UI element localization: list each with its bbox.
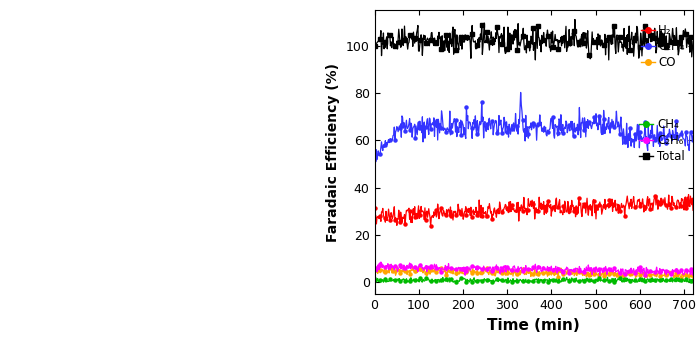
H₂ [561,199,569,203]
H₂ [632,204,640,208]
C₂H₄ [525,124,533,129]
CO [633,275,641,279]
X-axis label: Time (min): Time (min) [487,317,580,332]
CH₄ [561,278,569,282]
CH₄ [522,280,531,284]
C₂H₆ [524,269,533,273]
Total [543,28,552,32]
C₂H₆ [543,264,552,268]
CO [409,264,417,268]
C₂H₄ [523,124,531,129]
CH₄ [370,278,379,282]
C₂H₄ [561,127,570,131]
H₂ [426,224,435,228]
Total [633,24,641,28]
Line: C₂H₆: C₂H₆ [373,261,694,277]
CO [561,269,569,274]
CO [370,268,379,273]
Total [370,44,379,48]
CO [682,275,691,279]
CO [689,276,697,280]
CH₄ [603,275,612,279]
C₂H₆ [689,269,697,273]
H₂ [543,210,552,214]
C₂H₄ [682,134,691,138]
Total [524,42,532,47]
Y-axis label: Faradaic Efficiency (%): Faradaic Efficiency (%) [326,63,340,242]
H₂ [682,207,690,211]
H₂ [524,197,533,201]
CH₄ [682,280,691,284]
CH₄ [462,280,470,284]
C₂H₆ [682,268,691,272]
Total [570,17,579,22]
Total [522,44,530,48]
C₂H₆ [377,260,385,264]
H₂ [370,206,379,210]
CO [524,271,533,275]
Total [531,58,540,62]
H₂ [522,207,531,211]
Line: CO: CO [373,265,694,280]
Line: C₂H₄: C₂H₄ [373,91,694,163]
C₂H₆ [370,265,379,269]
Line: CH₄: CH₄ [373,276,694,284]
C₂H₄ [517,90,525,94]
CH₄ [633,280,641,284]
C₂H₄ [370,156,379,160]
C₂H₄ [544,130,552,134]
C₂H₆ [561,268,569,272]
Line: H₂: H₂ [373,193,694,227]
CO [522,273,531,277]
Line: Total: Total [373,18,694,62]
C₂H₆ [633,270,641,274]
C₂H₆ [596,274,604,278]
CO [617,277,626,281]
C₂H₄ [689,134,697,138]
CH₄ [689,277,697,281]
CH₄ [524,278,533,282]
H₂ [685,193,693,197]
C₂H₆ [522,268,531,272]
H₂ [689,208,697,212]
CO [543,274,552,278]
C₂H₄ [633,129,641,133]
Total [682,45,691,50]
Total [561,46,569,50]
C₂H₄ [372,160,380,164]
Total [689,39,697,43]
CH₄ [543,278,552,282]
Legend: CH₄, C₂H₆, Total: CH₄, C₂H₆, Total [637,116,687,165]
